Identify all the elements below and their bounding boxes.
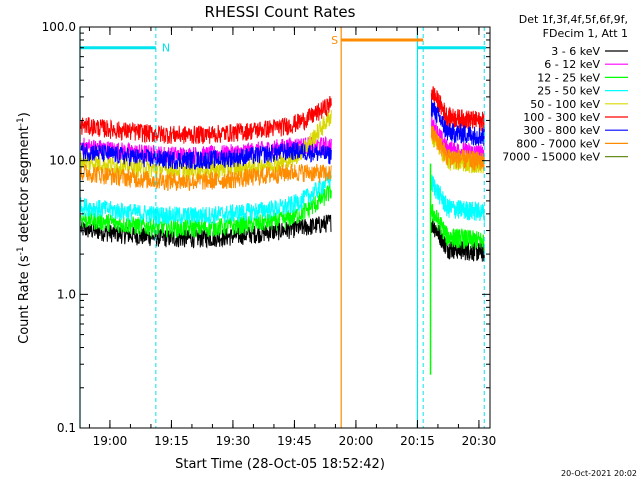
series-line	[80, 182, 485, 252]
x-tick-label: 19:30	[216, 434, 251, 448]
legend-entry-label: 300 - 800 keV	[523, 124, 600, 137]
generation-timestamp: 20-Oct-2021 20:02	[561, 469, 637, 478]
y-tick-label: 10.0	[49, 154, 76, 168]
series-line	[80, 99, 485, 170]
legend-entry-label: 12 - 25 keV	[537, 71, 600, 84]
y-tick-label: 0.1	[57, 421, 76, 435]
series-line	[80, 86, 485, 145]
x-tick-label: 19:15	[154, 434, 189, 448]
y-tick-label: 1.0	[57, 287, 76, 301]
x-tick-label: 20:15	[400, 434, 435, 448]
legend-header-line: FDecim 1, Att 1	[543, 27, 628, 40]
legend-header-line: Det 1f,3f,4f,5f,6f,9f,	[519, 13, 628, 26]
y-tick-label: 100.0	[42, 20, 76, 34]
legend-entry-label: 6 - 12 keV	[544, 58, 600, 71]
legend-entry-label: 25 - 50 keV	[537, 85, 600, 98]
plot-frame	[79, 26, 491, 429]
legend-entry-label: 100 - 300 keV	[523, 111, 600, 124]
legend-entry-label: 800 - 7000 keV	[516, 137, 600, 150]
series-layer	[80, 86, 485, 375]
series-line	[80, 125, 485, 191]
y-axis-label-part: -1	[16, 246, 26, 255]
y-axis-label: Count Rate (s-1 detector segment-1)	[16, 112, 32, 344]
x-tick-label: 19:45	[277, 434, 312, 448]
legend-entry-label: 7000 - 15000 keV	[502, 151, 600, 164]
chart-title: RHESSI Count Rates	[205, 3, 356, 21]
attenuator-marker-label: S	[331, 34, 338, 47]
y-axis-label-part: detector segment	[17, 126, 32, 246]
axis-layer: 0.1 1.0 10.0 100.0 19:00 19:15 19:30 19:45 20:00…	[42, 20, 497, 448]
legend-entry-label: 50 - 100 keV	[530, 98, 600, 111]
y-axis-label-part: -1	[16, 117, 26, 126]
y-axis-label-part: Count Rate (s	[17, 255, 32, 344]
legend-entry-label: 3 - 6 keV	[551, 45, 600, 58]
x-tick-label: 20:00	[339, 434, 374, 448]
series-line	[80, 170, 485, 226]
y-axis-label-part: )	[17, 112, 32, 117]
x-tick-label: 19:00	[93, 434, 128, 448]
x-tick-label: 20:30	[462, 434, 497, 448]
x-axis-label: Start Time (28-Oct-05 18:52:42)	[175, 457, 385, 472]
attenuator-marker-label: N	[162, 42, 170, 55]
